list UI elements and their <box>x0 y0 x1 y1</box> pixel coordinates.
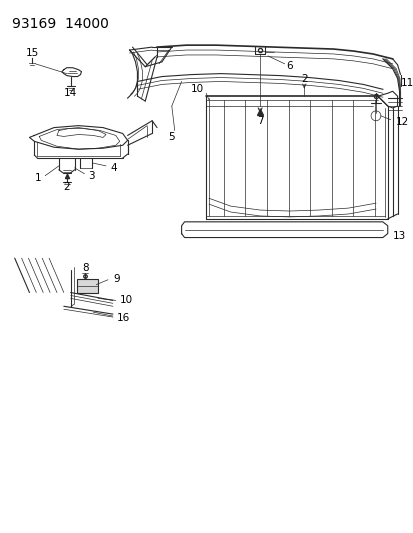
FancyBboxPatch shape <box>76 279 98 293</box>
Text: 16: 16 <box>116 313 130 323</box>
Text: 10: 10 <box>190 84 204 94</box>
Text: 3: 3 <box>88 171 95 181</box>
Text: 11: 11 <box>399 78 413 88</box>
Text: 7: 7 <box>256 116 263 126</box>
Text: 2: 2 <box>300 75 307 85</box>
Text: 10: 10 <box>119 295 133 305</box>
Text: 13: 13 <box>392 231 405 240</box>
Text: 4: 4 <box>111 163 117 173</box>
Text: 12: 12 <box>395 117 408 127</box>
Text: 5: 5 <box>168 132 175 142</box>
Text: 93169  14000: 93169 14000 <box>12 17 108 31</box>
Text: 15: 15 <box>26 48 39 58</box>
Text: 14: 14 <box>64 88 77 98</box>
Text: 2: 2 <box>63 182 70 192</box>
Text: 1: 1 <box>35 173 41 183</box>
Text: 9: 9 <box>113 274 119 284</box>
Text: 8: 8 <box>82 263 88 273</box>
Text: 6: 6 <box>285 61 292 71</box>
